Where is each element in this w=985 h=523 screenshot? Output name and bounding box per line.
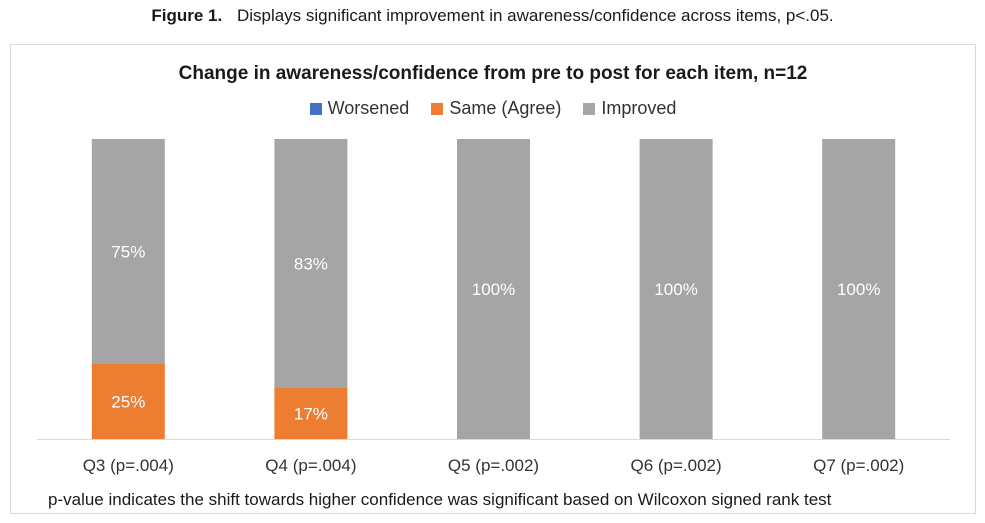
bar-4-series-3 [639,139,713,439]
data-label-3-series-3: 100% [472,280,515,299]
legend-label-same: Same (Agree) [449,98,562,118]
bar-3-series-3 [457,139,530,439]
legend-swatch-improved [583,102,596,115]
x-tick-label-4: Q6 (p=.002) [630,456,721,475]
legend-swatch-same [431,102,444,115]
data-label-4-series-3: 100% [654,280,697,299]
x-tick-label-3: Q5 (p=.002) [448,456,539,475]
legend-item-same: Same (Agree) [431,98,561,119]
bar-2-series-3 [274,139,348,388]
legend: Worsened Same (Agree) Improved [10,98,976,119]
legend-item-improved: Improved [583,98,676,119]
bar-1-series-2 [91,364,165,439]
legend-swatch-worsened [309,102,322,115]
footnote: p-value indicates the shift towards high… [48,490,832,509]
bar-2-series-2 [274,388,348,439]
figure-caption-text: Displays significant improvement in awar… [236,6,834,25]
x-tick-label-2: Q4 (p=.004) [265,456,356,475]
figure-label: Figure 1. [151,6,223,25]
chart-title: Change in awareness/confidence from pre … [178,63,808,84]
legend-label-improved: Improved [601,98,677,118]
data-label-2-series-2: 17% [294,405,328,424]
figure-caption: Figure 1. Displays significant improveme… [0,6,985,26]
legend-item-worsened: Worsened [309,98,410,119]
data-label-5-series-3: 100% [837,280,880,299]
bar-5-series-3 [822,139,896,439]
x-tick-label-1: Q3 (p=.004) [83,456,174,475]
legend-label-worsened: Worsened [327,98,410,118]
data-label-1-series-2: 25% [111,393,145,412]
x-tick-label-5: Q7 (p=.002) [813,456,904,475]
bar-1-series-3 [91,139,165,364]
data-label-2-series-3: 83% [294,255,328,274]
data-label-1-series-3: 75% [111,243,145,262]
